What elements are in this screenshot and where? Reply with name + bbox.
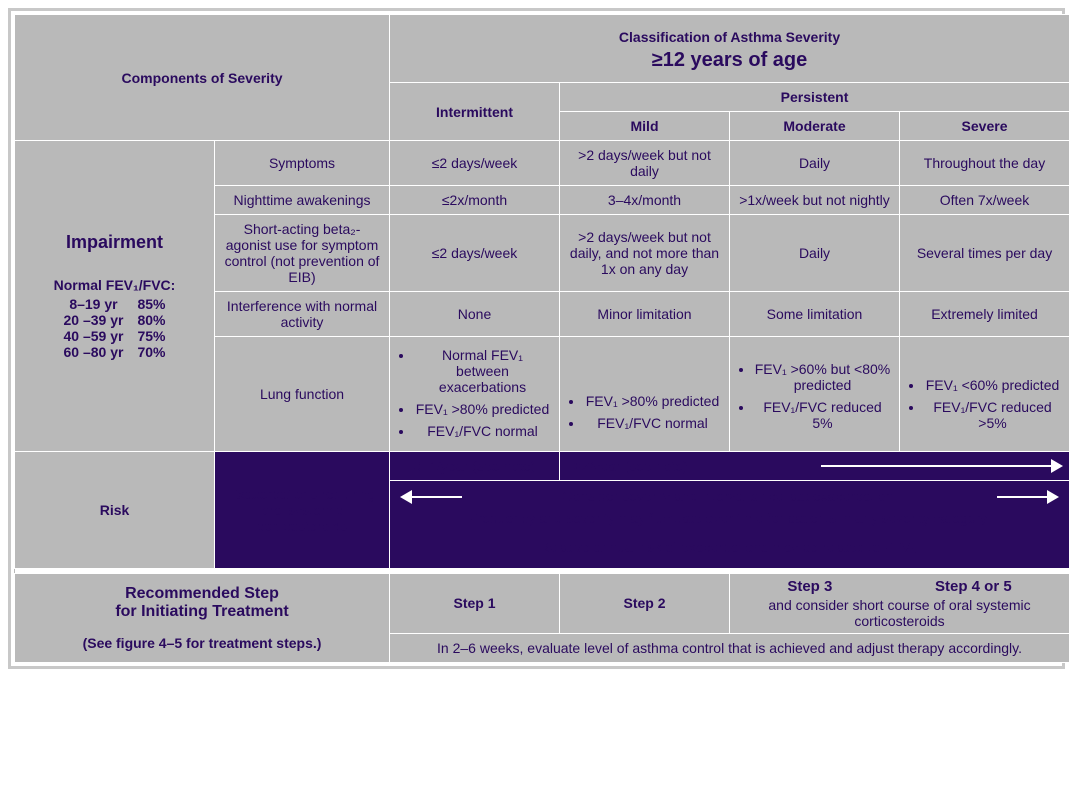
table-container: Components of Severity Classification of… xyxy=(8,8,1065,669)
lung-moderate: FEV₁ >60% but <80% predicted FEV₁/FVC re… xyxy=(730,337,900,452)
row-night: Nighttime awakenings xyxy=(215,186,390,215)
risk-col2: ≥2/year (see note) xyxy=(560,452,1070,481)
row-saba: Short-acting beta₂-agonist use for sympt… xyxy=(215,215,390,292)
night-moderate: >1x/week but not nightly xyxy=(730,186,900,215)
exacerbations-label: Exacerbations requiring oral systemic co… xyxy=(215,452,390,569)
lung-mod-0: FEV₁ >60% but <80% predicted xyxy=(754,361,891,393)
fevfvc-title: Normal FEV₁/FVC: xyxy=(21,275,208,296)
classification-line1: Classification of Asthma Severity xyxy=(394,29,1065,45)
severity-table: Components of Severity Classification of… xyxy=(14,14,1070,663)
step45: Step 4 or 5 xyxy=(935,578,1012,595)
night-intermittent: ≤2x/month xyxy=(390,186,560,215)
risk-col2-text: ≥2/year (see note) xyxy=(574,458,688,474)
impairment-rowhead: Impairment Normal FEV₁/FVC: 8–19 yr 85% 2… xyxy=(15,141,215,452)
symptoms-mild: >2 days/week but not daily xyxy=(560,141,730,186)
lung-int-1: FEV₁ >80% predicted xyxy=(414,401,551,417)
step3: Step 3 xyxy=(787,578,832,595)
col-mild: Mild xyxy=(560,112,730,141)
lung-mod-1: FEV₁/FVC reduced 5% xyxy=(754,399,891,431)
classification-line2: ≥12 years of age xyxy=(394,49,1065,72)
components-header: Components of Severity xyxy=(15,15,390,141)
step2: Step 2 xyxy=(560,573,730,633)
row-symptoms: Symptoms xyxy=(215,141,390,186)
col-intermittent: Intermittent xyxy=(390,83,560,141)
night-severe: Often 7x/week xyxy=(900,186,1070,215)
fev-pct-3: 70% xyxy=(137,344,165,360)
risk-notes: Consider severity and interval since las… xyxy=(390,481,1070,569)
lung-mild-0: FEV₁ >80% predicted xyxy=(584,393,721,409)
lung-mild: FEV₁ >80% predicted FEV₁/FVC normal xyxy=(560,337,730,452)
lung-sev-0: FEV₁ <60% predicted xyxy=(924,377,1061,393)
lung-mild-1: FEV₁/FVC normal xyxy=(584,415,721,431)
step345-note: and consider short course of oral system… xyxy=(736,597,1063,629)
saba-intermittent: ≤2 days/week xyxy=(390,215,560,292)
saba-severe: Several times per day xyxy=(900,215,1070,292)
lung-int-2: FEV₁/FVC normal xyxy=(414,423,551,439)
risk-col1: 0–1/year (see note) xyxy=(390,452,560,481)
rec-line1: Recommended Step xyxy=(21,585,383,603)
saba-moderate: Daily xyxy=(730,215,900,292)
symptoms-intermittent: ≤2 days/week xyxy=(390,141,560,186)
interference-mild: Minor limitation xyxy=(560,292,730,337)
lung-sev-1: FEV₁/FVC reduced >5% xyxy=(924,399,1061,431)
arrow-right-icon xyxy=(821,459,1063,473)
col-severe: Severe xyxy=(900,112,1070,141)
fevfvc-values: 8–19 yr 85% 20 –39 yr 80% 40 –59 yr 75% 60 … xyxy=(21,296,208,360)
fev-pct-0: 85% xyxy=(137,296,165,312)
treatment-footnote: In 2–6 weeks, evaluate level of asthma c… xyxy=(390,633,1070,662)
interference-intermittent: None xyxy=(390,292,560,337)
arrow-left-icon xyxy=(400,490,462,504)
saba-mild: >2 days/week but not daily, and not more… xyxy=(560,215,730,292)
interference-moderate: Some limitation xyxy=(730,292,900,337)
symptoms-moderate: Daily xyxy=(730,141,900,186)
interference-severe: Extremely limited xyxy=(900,292,1070,337)
fev-age-3: 60 –80 yr xyxy=(64,344,124,360)
risk-rowhead: Risk xyxy=(15,452,215,569)
col-persistent: Persistent xyxy=(560,83,1070,112)
fev-age-0: 8–19 yr xyxy=(64,296,124,312)
risk-note1: Consider severity and interval since las… xyxy=(562,487,897,507)
fev-age-2: 40 –59 yr xyxy=(64,328,124,344)
lung-int-0: Normal FEV₁ between exacerbations xyxy=(414,347,551,395)
see-fig: (See figure 4–5 for treatment steps.) xyxy=(21,635,383,651)
lung-severe: FEV₁ <60% predicted FEV₁/FVC reduced >5% xyxy=(900,337,1070,452)
risk-note2: Frequency and severity may fluctuate ove… xyxy=(400,509,1059,529)
symptoms-severe: Throughout the day xyxy=(900,141,1070,186)
night-mild: 3–4x/month xyxy=(560,186,730,215)
fev-age-1: 20 –39 yr xyxy=(64,312,124,328)
lung-intermittent: Normal FEV₁ between exacerbations FEV₁ >… xyxy=(390,337,560,452)
arrow-right2-icon xyxy=(997,490,1059,504)
rec-line2: for Initiating Treatment xyxy=(21,603,383,621)
fev-pct-1: 80% xyxy=(137,312,165,328)
col-moderate: Moderate xyxy=(730,112,900,141)
fev-pct-2: 75% xyxy=(137,328,165,344)
step1: Step 1 xyxy=(390,573,560,633)
rec-step-rowhead: Recommended Step for Initiating Treatmen… xyxy=(15,573,390,662)
step345: Step 3 Step 4 or 5 and consider short co… xyxy=(730,573,1070,633)
classification-header: Classification of Asthma Severity ≥12 ye… xyxy=(390,15,1070,83)
risk-note3: Relative annual risk of exacerbations ma… xyxy=(400,538,1059,558)
row-lung: Lung function xyxy=(215,337,390,452)
row-interference: Interference with normal activity xyxy=(215,292,390,337)
impairment-label: Impairment xyxy=(21,232,208,253)
